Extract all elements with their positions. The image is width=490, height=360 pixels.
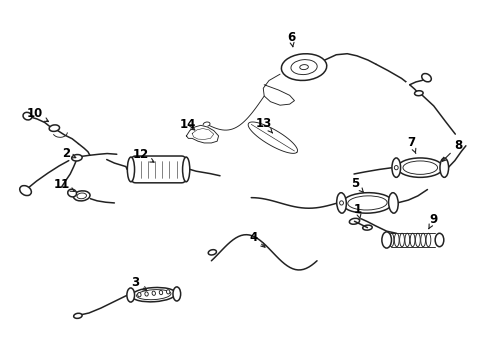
Text: 3: 3	[131, 276, 147, 291]
Ellipse shape	[300, 64, 308, 69]
Ellipse shape	[405, 233, 410, 247]
Ellipse shape	[426, 233, 431, 247]
Ellipse shape	[389, 233, 394, 247]
Ellipse shape	[145, 292, 148, 296]
Ellipse shape	[340, 201, 343, 205]
Ellipse shape	[20, 186, 31, 195]
Ellipse shape	[342, 193, 392, 213]
Ellipse shape	[415, 91, 423, 96]
Ellipse shape	[394, 166, 398, 170]
Ellipse shape	[403, 161, 438, 174]
Text: 13: 13	[256, 117, 272, 133]
Ellipse shape	[421, 233, 425, 247]
Ellipse shape	[74, 191, 90, 201]
Text: 4: 4	[249, 231, 265, 247]
Polygon shape	[186, 125, 219, 143]
Ellipse shape	[208, 250, 217, 255]
Ellipse shape	[137, 289, 171, 300]
Ellipse shape	[392, 158, 401, 177]
Ellipse shape	[23, 112, 32, 120]
Ellipse shape	[410, 233, 415, 247]
Text: 10: 10	[26, 107, 49, 122]
Ellipse shape	[49, 125, 60, 131]
Ellipse shape	[389, 193, 398, 213]
Ellipse shape	[74, 313, 82, 318]
Ellipse shape	[173, 287, 181, 301]
Ellipse shape	[394, 233, 399, 247]
Text: 7: 7	[408, 136, 416, 154]
Text: 11: 11	[53, 178, 74, 192]
Ellipse shape	[440, 158, 449, 177]
Ellipse shape	[138, 293, 141, 297]
Ellipse shape	[68, 189, 76, 197]
Ellipse shape	[422, 73, 431, 82]
Ellipse shape	[132, 288, 176, 302]
Ellipse shape	[382, 232, 392, 248]
Ellipse shape	[349, 218, 360, 224]
Text: 1: 1	[354, 203, 362, 219]
Ellipse shape	[348, 196, 387, 210]
Ellipse shape	[72, 154, 82, 161]
Ellipse shape	[127, 157, 135, 182]
Polygon shape	[248, 122, 297, 153]
Text: 12: 12	[132, 148, 154, 162]
Ellipse shape	[167, 290, 170, 294]
Ellipse shape	[337, 193, 346, 213]
Ellipse shape	[400, 233, 404, 247]
Text: 5: 5	[351, 177, 364, 192]
Ellipse shape	[435, 233, 444, 247]
Text: 2: 2	[62, 147, 76, 160]
Text: 14: 14	[179, 118, 196, 131]
Ellipse shape	[281, 54, 327, 80]
Ellipse shape	[291, 60, 317, 75]
Ellipse shape	[152, 291, 155, 295]
Text: 9: 9	[429, 213, 438, 229]
Ellipse shape	[363, 225, 372, 230]
Ellipse shape	[416, 233, 420, 247]
Ellipse shape	[159, 291, 163, 294]
Ellipse shape	[127, 288, 135, 302]
Text: 6: 6	[287, 31, 295, 47]
Ellipse shape	[183, 157, 190, 182]
Ellipse shape	[203, 122, 210, 126]
Ellipse shape	[397, 158, 443, 177]
Ellipse shape	[77, 193, 86, 199]
FancyBboxPatch shape	[132, 156, 185, 183]
Text: 8: 8	[442, 139, 463, 161]
